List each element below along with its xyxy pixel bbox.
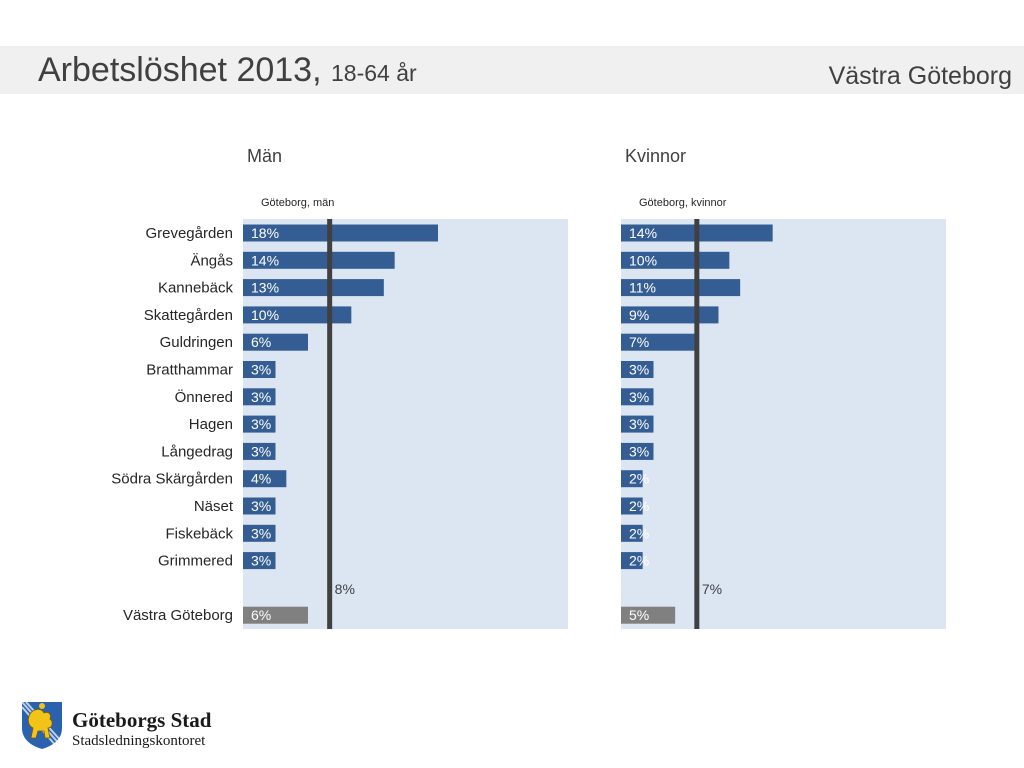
bar-kvinnor	[621, 361, 654, 378]
page-title: Arbetslöshet 2013, 18-64 år	[38, 50, 417, 93]
chart-title-kvinnor: Kvinnor	[625, 146, 686, 166]
bar-value-label-kvinnor: 3%	[629, 416, 649, 432]
bar-value-label-man: 3%	[251, 553, 271, 569]
bar-value-label-man: 4%	[251, 471, 271, 487]
bar-value-label-man: 3%	[251, 362, 271, 378]
category-label: Långedrag	[161, 443, 233, 460]
bar-man	[243, 251, 395, 269]
bar-kvinnor	[621, 388, 654, 406]
bar-value-label-kvinnor: 2%	[629, 525, 649, 541]
bar-value-label-man: 3%	[251, 416, 271, 432]
org-block: Göteborgs Stad Stadsledningskontoret	[72, 708, 211, 750]
bar-kvinnor	[621, 251, 730, 269]
bar-kvinnor	[621, 306, 719, 324]
bar-man	[243, 470, 287, 488]
category-label: Bratthammar	[146, 362, 233, 379]
reference-line-kvinnor	[694, 219, 700, 629]
bar-value-label-kvinnor: 10%	[629, 252, 657, 268]
bar-value-label-man: 3%	[251, 525, 271, 541]
category-label: Södra Skärgården	[111, 471, 233, 488]
bar-kvinnor	[621, 279, 741, 297]
bar-value-label-kvinnor: 3%	[629, 389, 649, 405]
category-label: Hagen	[189, 416, 233, 433]
category-label: Kannebäck	[158, 280, 234, 297]
total-value-label-kvinnor: 5%	[629, 607, 649, 623]
bar-man	[243, 415, 276, 433]
category-label: Grevegården	[145, 225, 233, 242]
total-value-label-man: 6%	[251, 607, 271, 623]
bar-value-label-man: 18%	[251, 225, 279, 241]
bar-man	[243, 306, 352, 324]
bar-man	[243, 279, 384, 297]
bar-kvinnor	[621, 552, 643, 570]
bar-kvinnor	[621, 442, 654, 460]
bar-value-label-kvinnor: 2%	[629, 498, 649, 514]
reference-value-label-man: 8%	[335, 581, 355, 597]
bar-value-label-man: 14%	[251, 252, 279, 268]
bar-kvinnor	[621, 524, 643, 542]
bar-man	[243, 388, 276, 406]
bar-value-label-man: 6%	[251, 334, 271, 350]
bar-value-label-kvinnor: 9%	[629, 307, 649, 323]
unemployment-charts: Män Göteborg, män 18% Grevegården 14% Ängås 13…	[111, 146, 946, 629]
reference-line-man	[327, 219, 333, 629]
category-label: Guldringen	[160, 334, 233, 351]
reference-label-man: Göteborg, män	[261, 197, 334, 209]
reference-value-label-kvinnor: 7%	[702, 581, 722, 597]
chart-title-man: Män	[247, 146, 282, 166]
category-label: Skattegården	[144, 307, 233, 324]
bar-value-label-kvinnor: 11%	[629, 280, 656, 296]
total-category-label: Västra Göteborg	[123, 607, 233, 624]
bar-man	[243, 224, 438, 242]
reference-label-kvinnor: Göteborg, kvinnor	[639, 197, 727, 209]
bar-value-label-man: 3%	[251, 389, 271, 405]
bar-man	[243, 361, 276, 378]
bar-kvinnor	[621, 470, 643, 488]
bar-kvinnor	[621, 497, 643, 515]
bar-kvinnor	[621, 415, 654, 433]
gothenburg-lion-crest-icon	[21, 701, 63, 749]
total-bar-man	[243, 606, 308, 624]
title-subtitle: 18-64 år	[330, 60, 417, 86]
category-label: Ängås	[190, 252, 233, 269]
bar-value-label-kvinnor: 2%	[629, 553, 649, 569]
bar-man	[243, 442, 276, 460]
category-label: Fiskebäck	[165, 525, 233, 542]
category-label: Näset	[194, 498, 234, 515]
bar-value-label-man: 3%	[251, 498, 271, 514]
org-name: Göteborgs Stad	[72, 708, 212, 732]
bar-value-label-kvinnor: 2%	[629, 471, 649, 487]
bar-man	[243, 552, 276, 570]
header-band	[0, 46, 1024, 94]
bar-man	[243, 524, 276, 542]
bar-value-label-kvinnor: 14%	[629, 225, 657, 241]
category-label: Önnered	[175, 388, 233, 406]
category-label: Grimmered	[158, 553, 233, 570]
bar-value-label-man: 13%	[251, 280, 279, 296]
bar-man	[243, 333, 308, 351]
bar-value-label-man: 3%	[251, 443, 271, 459]
total-bar-kvinnor	[621, 606, 676, 624]
org-unit: Stadsledningskontoret	[72, 733, 206, 749]
bar-man	[243, 497, 276, 515]
title-main: Arbetslöshet 2013,	[38, 51, 322, 89]
bar-value-label-kvinnor: 3%	[629, 443, 649, 459]
region-label: Västra Göteborg	[828, 62, 1012, 90]
bar-value-label-kvinnor: 3%	[629, 362, 649, 378]
bar-value-label-kvinnor: 7%	[629, 334, 649, 350]
bar-kvinnor	[621, 333, 697, 351]
bar-value-label-man: 10%	[251, 307, 279, 323]
